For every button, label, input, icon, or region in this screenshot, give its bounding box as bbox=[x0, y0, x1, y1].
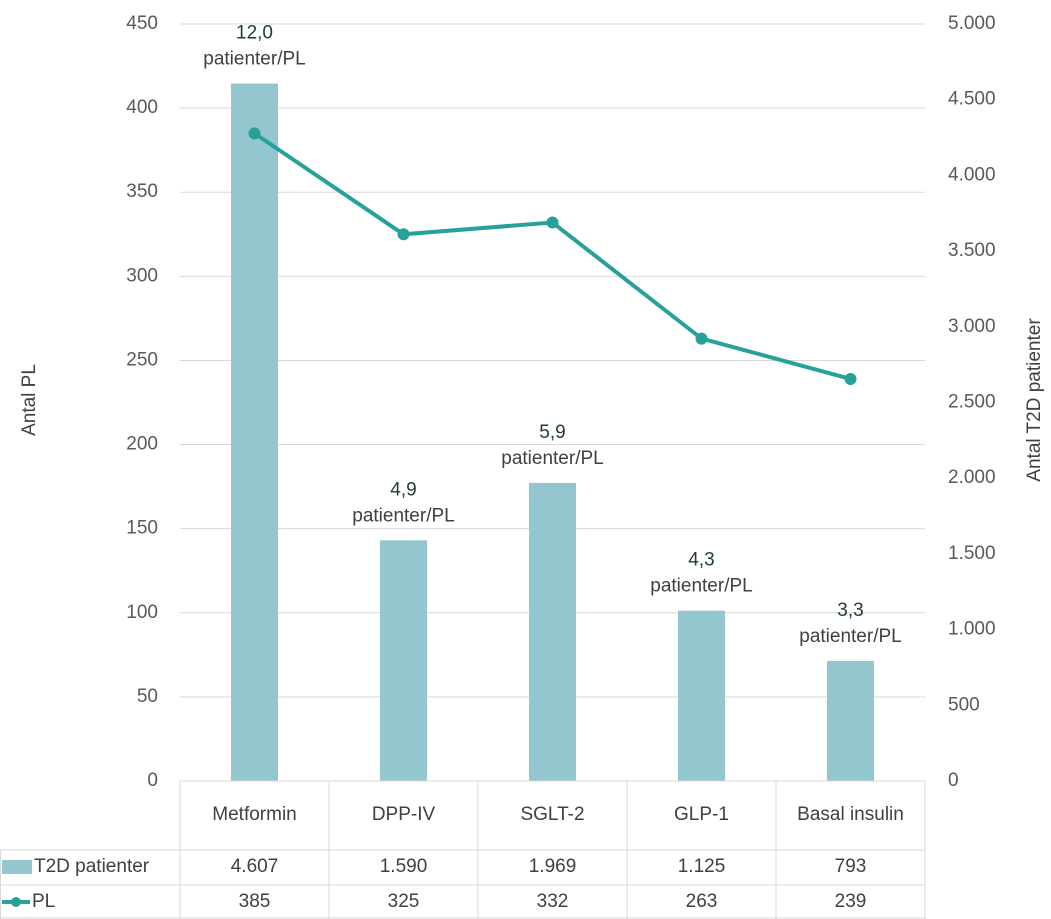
bar-label-unit: patienter/PL bbox=[799, 626, 901, 647]
bar-label: 12,0 bbox=[236, 23, 273, 44]
y-axis-title: Antal PL bbox=[19, 364, 40, 436]
line-point bbox=[695, 332, 708, 345]
y-tick-label: 100 bbox=[126, 602, 158, 623]
y2-tick-label: 4.000 bbox=[948, 164, 996, 185]
y2-tick-label: 500 bbox=[948, 694, 980, 715]
y-tick-label: 50 bbox=[137, 686, 158, 707]
table-cell: 1.590 bbox=[380, 856, 428, 877]
bar bbox=[380, 540, 427, 781]
y-tick-label: 400 bbox=[126, 97, 158, 118]
y2-tick-label: 5.000 bbox=[948, 13, 996, 34]
table-cell: 4.607 bbox=[231, 856, 279, 877]
table-cell: 1.969 bbox=[529, 856, 577, 877]
x-tick-label: Basal insulin bbox=[797, 804, 904, 825]
bar-label: 4,9 bbox=[390, 479, 416, 500]
line bbox=[253, 131, 852, 381]
legend-marker bbox=[11, 897, 21, 907]
line-point bbox=[248, 127, 261, 140]
y2-tick-label: 1.500 bbox=[948, 543, 996, 564]
bar-label: 5,9 bbox=[539, 422, 565, 443]
y2-tick-label: 3.000 bbox=[948, 316, 996, 337]
table-cell: 263 bbox=[686, 891, 718, 912]
bar bbox=[678, 610, 725, 781]
y2-tick-label: 0 bbox=[948, 770, 959, 791]
y-tick-label: 300 bbox=[126, 265, 158, 286]
legend-label: PL bbox=[32, 891, 55, 912]
table-cell: 1.125 bbox=[678, 856, 726, 877]
y-tick-label: 150 bbox=[126, 518, 158, 539]
legend-swatch bbox=[2, 860, 32, 874]
x-tick-label: DPP-IV bbox=[372, 804, 436, 825]
y2-tick-label: 2.000 bbox=[948, 467, 996, 488]
table-cell: 385 bbox=[239, 891, 271, 912]
y-tick-label: 350 bbox=[126, 181, 158, 202]
y2-tick-label: 4.500 bbox=[948, 89, 996, 110]
bar bbox=[231, 83, 278, 782]
x-tick-label: SGLT-2 bbox=[520, 804, 584, 825]
bar bbox=[529, 482, 576, 781]
table-cell: 793 bbox=[835, 856, 867, 877]
y-tick-label: 0 bbox=[147, 770, 158, 791]
table-cell: 239 bbox=[835, 891, 867, 912]
bar-label: 3,3 bbox=[837, 600, 863, 621]
y-tick-label: 450 bbox=[126, 13, 158, 34]
x-tick-label: Metformin bbox=[212, 804, 296, 825]
y2-axis-title: Antal T2D patienter bbox=[1024, 318, 1045, 482]
bar-label-unit: patienter/PL bbox=[203, 49, 305, 70]
line-point bbox=[546, 216, 559, 229]
bar-label-unit: patienter/PL bbox=[352, 505, 454, 526]
x-tick-label: GLP-1 bbox=[674, 804, 729, 825]
table-cell: 325 bbox=[388, 891, 420, 912]
bar-label-unit: patienter/PL bbox=[650, 576, 752, 597]
legend-label: T2D patienter bbox=[34, 856, 150, 877]
table-cell: 332 bbox=[537, 891, 569, 912]
bar-label-unit: patienter/PL bbox=[501, 448, 603, 469]
y2-tick-label: 1.000 bbox=[948, 619, 996, 640]
y-tick-label: 200 bbox=[126, 434, 158, 455]
bar bbox=[827, 660, 874, 781]
y2-tick-label: 2.500 bbox=[948, 392, 996, 413]
y-tick-label: 250 bbox=[126, 349, 158, 370]
line-point bbox=[844, 372, 857, 385]
line-point bbox=[397, 228, 410, 241]
bar-label: 4,3 bbox=[688, 550, 714, 571]
y2-tick-label: 3.500 bbox=[948, 240, 996, 261]
